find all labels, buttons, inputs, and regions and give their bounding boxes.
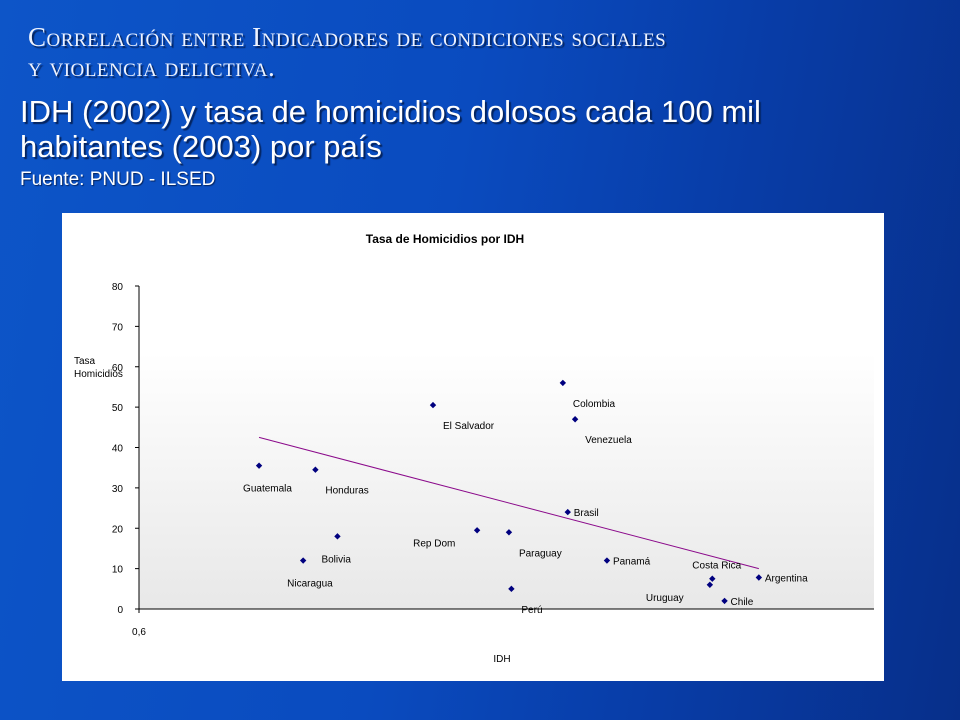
y-tick-label: 50: [112, 403, 124, 414]
data-point-marker: [559, 379, 567, 387]
data-point-label: Honduras: [325, 486, 368, 497]
data-point-label: Rep Dom: [413, 538, 455, 549]
y-tick-label: 30: [112, 484, 124, 495]
data-point-label: Uruguay: [646, 593, 684, 604]
data-point-label: Brasil: [574, 508, 599, 519]
trendline: [258, 436, 759, 570]
data-point-label: Argentina: [765, 574, 808, 585]
plot-area: [139, 353, 874, 609]
scatter-chart: Tasa de Homicidios por IDH Tasa Homicidi…: [74, 232, 874, 665]
data-point-label: Chile: [731, 597, 754, 608]
slide-subtitle: IDH (2002) y tasa de homicidios dolosos …: [20, 94, 920, 164]
y-tick-label: 20: [112, 524, 124, 535]
y-tick-label: 60: [112, 363, 124, 374]
y-axis-label-line-2: Homicidios: [74, 369, 123, 380]
slide-subtitle-line-1: IDH (2002) y tasa de homicidios dolosos …: [20, 94, 761, 129]
data-point-label: El Salvador: [443, 421, 495, 432]
data-point-label: Paraguay: [519, 548, 562, 559]
chart-area: Tasa de Homicidios por IDH Tasa Homicidi…: [62, 213, 884, 681]
axes: 0 10 20 30 40 50 60 70 80 0,6: [112, 282, 874, 638]
data-point-marker: [429, 401, 437, 409]
data-point-label: Bolivia: [321, 554, 351, 565]
data-point-marker: [571, 416, 579, 423]
y-axis-label: Tasa Homicidios: [74, 356, 123, 380]
y-tick-label: 80: [112, 282, 124, 293]
data-point-label: Perú: [521, 605, 542, 616]
data-point-label: Venezuela: [585, 435, 632, 446]
slide-subtitle-line-2: habitantes (2003) por país: [20, 129, 382, 164]
chart-title: Tasa de Homicidios por IDH: [366, 232, 524, 246]
data-point-marker: [564, 508, 571, 516]
data-point-marker: [706, 581, 714, 588]
y-tick-label: 10: [112, 565, 124, 576]
data-point-marker: [505, 529, 513, 536]
data-point-marker: [312, 466, 319, 473]
slide-title-line-1: Correlación entre Indicadores de condici…: [28, 22, 667, 52]
slide-title-line-2: y violencia delictiva.: [28, 52, 276, 82]
data-point-marker: [709, 575, 716, 582]
data-point-marker: [603, 557, 611, 564]
data-point-marker: [255, 462, 263, 469]
slide-title: Correlación entre Indicadores de condici…: [28, 22, 928, 82]
data-point-label: Costa Rica: [692, 561, 741, 572]
data-point-label: Guatemala: [243, 484, 292, 495]
x-tick-label: 0,6: [132, 627, 146, 638]
data-point-label: Nicaragua: [287, 579, 333, 590]
y-tick-label: 70: [112, 322, 124, 333]
data-point-label: Colombia: [573, 399, 616, 410]
y-tick-label: 0: [117, 605, 123, 616]
x-axis-label: IDH: [493, 654, 510, 665]
data-points: Guatemala Honduras Nicaragua Bolivia El Salv…: [243, 379, 808, 616]
data-point-marker: [721, 597, 728, 605]
trendline-layer: [258, 436, 759, 570]
source-note: Fuente: PNUD - ILSED: [20, 169, 216, 190]
y-axis-label-line-1: Tasa: [74, 356, 96, 367]
data-point-marker: [508, 585, 515, 593]
y-tick-label: 40: [112, 444, 124, 455]
data-point-label: Panamá: [613, 557, 651, 568]
